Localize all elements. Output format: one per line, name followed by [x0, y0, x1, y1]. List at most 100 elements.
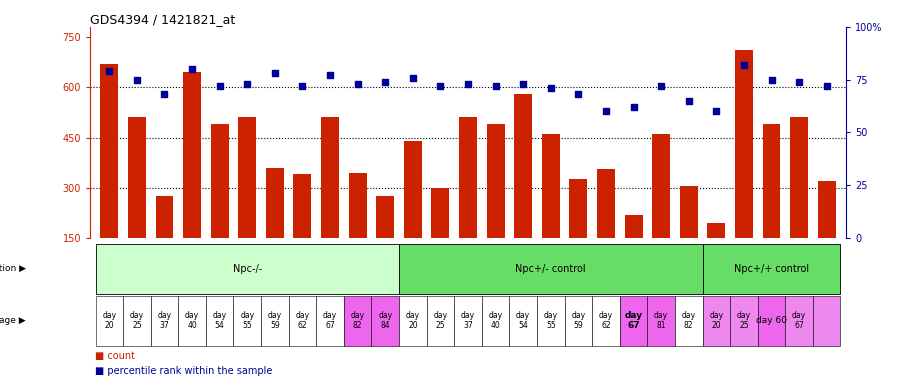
Point [461, 81, 475, 87]
Bar [266, 168, 284, 288]
Bar [150, 296, 178, 346]
Bar [156, 196, 174, 288]
Bar [735, 50, 753, 288]
Point [212, 83, 227, 89]
Bar [564, 296, 592, 346]
Bar [625, 215, 643, 288]
Text: day
40: day 40 [185, 311, 199, 330]
Text: day
20: day 20 [103, 311, 116, 330]
Point [295, 83, 310, 89]
Point [323, 73, 338, 79]
Text: day 60: day 60 [756, 316, 787, 325]
Text: day
55: day 55 [544, 311, 558, 330]
Text: Npc+/- control: Npc+/- control [516, 264, 586, 274]
Bar [293, 174, 311, 288]
Bar [647, 296, 675, 346]
Text: day
62: day 62 [295, 311, 310, 330]
Point [626, 104, 641, 110]
Bar [321, 118, 339, 288]
Bar [652, 134, 670, 288]
Point [764, 76, 778, 83]
Bar [178, 296, 206, 346]
Bar [730, 296, 758, 346]
Bar [211, 124, 229, 288]
Bar [537, 296, 564, 346]
Bar [233, 296, 261, 346]
Text: age ▶: age ▶ [0, 316, 26, 325]
Point [792, 79, 806, 85]
Bar [454, 296, 482, 346]
Text: day
25: day 25 [433, 311, 447, 330]
Bar [183, 72, 201, 288]
Bar [348, 173, 366, 288]
Bar [786, 296, 813, 346]
Bar [680, 186, 698, 288]
Text: day
67: day 67 [625, 311, 643, 330]
Text: day
81: day 81 [654, 311, 668, 330]
Text: day
67: day 67 [792, 311, 806, 330]
Text: day
37: day 37 [461, 311, 475, 330]
Bar [431, 188, 449, 288]
Bar [675, 296, 703, 346]
Point [572, 91, 586, 98]
Text: genotype/variation ▶: genotype/variation ▶ [0, 264, 26, 273]
Bar [620, 296, 647, 346]
Text: day
54: day 54 [516, 311, 530, 330]
Text: day
54: day 54 [212, 311, 227, 330]
Text: day
84: day 84 [378, 311, 392, 330]
Bar [238, 118, 256, 288]
Point [709, 108, 724, 114]
Point [654, 83, 669, 89]
Text: Npc+/+ control: Npc+/+ control [734, 264, 809, 274]
Text: Npc-/-: Npc-/- [232, 264, 262, 274]
Point [433, 83, 447, 89]
Bar [482, 296, 509, 346]
Text: day
20: day 20 [406, 311, 420, 330]
Bar [597, 169, 615, 288]
Bar [427, 296, 454, 346]
Bar [592, 296, 620, 346]
Bar [399, 244, 703, 294]
Bar [570, 179, 588, 288]
Point [267, 70, 282, 76]
Text: day
67: day 67 [323, 311, 338, 330]
Bar [376, 196, 394, 288]
Bar [399, 296, 427, 346]
Bar [123, 296, 150, 346]
Bar [404, 141, 422, 288]
Point [184, 66, 199, 72]
Bar [459, 118, 477, 288]
Bar [344, 296, 372, 346]
Bar [100, 64, 118, 288]
Bar [95, 244, 399, 294]
Text: day
25: day 25 [737, 311, 751, 330]
Bar [703, 244, 841, 294]
Point [130, 76, 144, 83]
Text: day
59: day 59 [268, 311, 282, 330]
Text: day
25: day 25 [130, 311, 144, 330]
Text: ■ count: ■ count [94, 351, 134, 361]
Bar [790, 118, 808, 288]
Bar [813, 296, 841, 346]
Text: day
82: day 82 [351, 311, 364, 330]
Point [820, 83, 834, 89]
Text: day
82: day 82 [681, 311, 696, 330]
Bar [514, 94, 532, 288]
Text: day
59: day 59 [572, 311, 585, 330]
Text: day
20: day 20 [709, 311, 724, 330]
Point [681, 98, 696, 104]
Point [158, 91, 172, 98]
Bar [372, 296, 399, 346]
Point [598, 108, 613, 114]
Bar [289, 296, 316, 346]
Point [737, 62, 751, 68]
Bar [542, 134, 560, 288]
Point [406, 74, 420, 81]
Bar [509, 296, 537, 346]
Bar [707, 223, 725, 288]
Text: ■ percentile rank within the sample: ■ percentile rank within the sample [94, 366, 272, 376]
Bar [206, 296, 233, 346]
Bar [128, 118, 146, 288]
Point [489, 83, 503, 89]
Text: day
55: day 55 [240, 311, 255, 330]
